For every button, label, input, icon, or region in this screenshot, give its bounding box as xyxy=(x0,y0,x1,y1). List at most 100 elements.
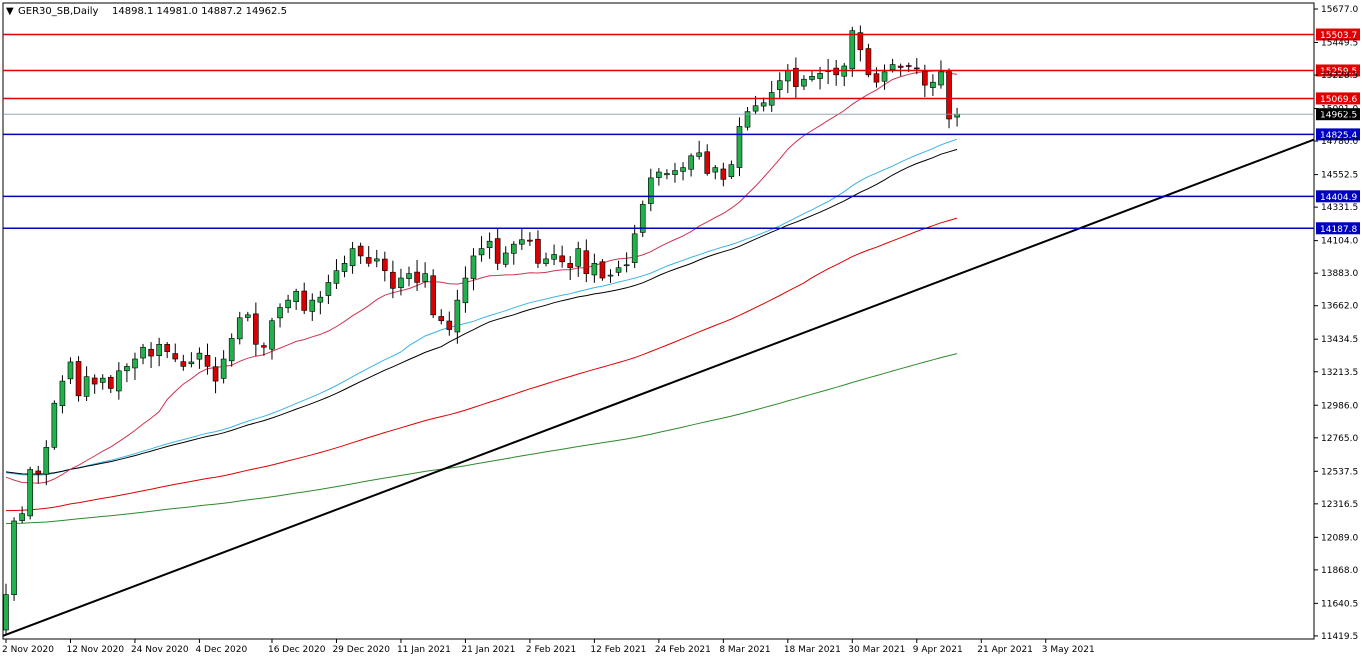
candle-bull xyxy=(333,270,340,284)
y-tick-label: 14331.5 xyxy=(1321,203,1358,213)
x-tick-label: 24 Nov 2020 xyxy=(131,645,189,655)
candle-bull xyxy=(325,282,332,296)
candle-bear xyxy=(583,250,590,274)
header-arrow-icon: ▼ xyxy=(6,6,14,17)
x-tick-label: 16 Dec 2020 xyxy=(268,645,326,655)
candle-bear xyxy=(107,376,114,389)
candle-bull xyxy=(99,377,106,383)
candle-bull xyxy=(309,299,316,312)
candle-bull xyxy=(744,111,751,128)
candle-bull xyxy=(930,81,936,88)
candle-bull xyxy=(680,167,686,172)
candle-bear xyxy=(567,263,574,269)
candle-bear xyxy=(164,344,170,352)
y-tick-label: 12537.5 xyxy=(1321,467,1358,477)
candle-bull xyxy=(116,370,122,392)
trendline-layer[interactable] xyxy=(2,138,1315,637)
candle-bull xyxy=(623,264,630,267)
trendline[interactable] xyxy=(2,138,1315,637)
level-tag-resistance xyxy=(1316,28,1360,41)
candle-bull xyxy=(51,402,58,448)
candle-bear xyxy=(527,239,533,242)
x-tick-label: 21 Apr 2021 xyxy=(977,645,1033,655)
candle-bull xyxy=(196,352,203,360)
candle-bull xyxy=(712,167,719,173)
candle-bull xyxy=(664,173,670,176)
candle-bull xyxy=(11,520,17,595)
candle-bull xyxy=(140,346,146,359)
candle-bull xyxy=(156,343,162,357)
candle-bull xyxy=(349,248,356,267)
candle-bull xyxy=(398,277,404,289)
y-tick-label: 13434.5 xyxy=(1321,335,1358,345)
candle-bull xyxy=(43,447,50,475)
x-tick-label: 3 May 2021 xyxy=(1042,645,1095,655)
candle-bull xyxy=(752,105,759,112)
candle-bear xyxy=(301,290,308,311)
time-axis[interactable]: 2 Nov 2020 12 Nov 2020 24 Nov 2020 4 Dec 20… xyxy=(2,639,1095,655)
candle-bull xyxy=(317,296,324,303)
candle-bull xyxy=(478,248,485,256)
candle-bull xyxy=(19,513,25,521)
candle-bull xyxy=(422,273,428,282)
candle-bull xyxy=(454,299,461,333)
candle-bear xyxy=(857,32,864,51)
ma-line-200 xyxy=(5,353,958,524)
candle-bull xyxy=(293,290,299,302)
y-tick-label: 14104.0 xyxy=(1321,237,1358,247)
y-tick-label: 15449.5 xyxy=(1321,38,1358,48)
ma-line-mid-blue xyxy=(5,138,958,476)
x-tick-label: 12 Nov 2020 xyxy=(66,645,124,655)
candle-bull xyxy=(124,366,130,372)
candle-bull xyxy=(277,307,283,319)
candle-bear xyxy=(793,67,799,87)
candle-bull xyxy=(269,320,275,350)
level-tag-resistance xyxy=(1316,92,1360,105)
y-tick-label: 15001.0 xyxy=(1321,105,1358,115)
ma-line-mid-black xyxy=(5,148,958,475)
candle-bull xyxy=(3,594,9,631)
candle-bull xyxy=(406,273,412,279)
candle-bull xyxy=(688,155,694,170)
candle-bear xyxy=(414,271,420,283)
candle-bear xyxy=(913,67,920,70)
candle-bull xyxy=(760,102,767,107)
candle-bull xyxy=(785,70,791,82)
x-tick-label: 21 Jan 2021 xyxy=(461,645,515,655)
horizontal-levels[interactable]: 15503.7 15259.5 15069.6 14962.5 14825.4 14404… xyxy=(3,28,1360,235)
candle-bull xyxy=(736,126,743,168)
level-tag-resistance xyxy=(1316,64,1360,77)
candle-bull xyxy=(245,314,251,318)
plot-frame xyxy=(2,2,1315,640)
candle-bull xyxy=(889,64,896,70)
candle-bear xyxy=(382,258,388,271)
candle-bear xyxy=(91,377,98,385)
ma-line-fast xyxy=(5,70,958,484)
candle-bull xyxy=(188,361,195,365)
level-tag-label: 15259.5 xyxy=(1320,67,1357,77)
y-tick-label: 14552.5 xyxy=(1321,171,1358,181)
moving-averages xyxy=(5,70,958,524)
candle-bull xyxy=(519,239,525,245)
x-tick-label: 30 Mar 2021 xyxy=(848,645,905,655)
price-axis[interactable]: 15677.0 15449.5 15228.5 15001.0 14780.0 14552… xyxy=(1314,5,1358,642)
candle-bear xyxy=(253,313,259,345)
chart-header: ▼ GER30_SB,Daily 14898.1 14981.0 14887.2… xyxy=(6,6,287,17)
x-tick-label: 29 Dec 2020 xyxy=(332,645,390,655)
level-tag-current xyxy=(1316,108,1360,121)
candle-bull xyxy=(236,317,243,340)
candle-bear xyxy=(261,345,267,348)
candle-bull xyxy=(510,243,517,254)
y-tick-label: 15228.5 xyxy=(1321,71,1358,81)
candle-bear xyxy=(212,366,219,382)
candle-bull xyxy=(817,73,823,79)
candle-bull xyxy=(220,358,227,379)
x-tick-label: 2 Nov 2020 xyxy=(2,645,54,655)
candle-bear xyxy=(148,348,154,357)
candle-bear xyxy=(922,71,928,86)
level-tag-label: 14962.5 xyxy=(1320,111,1357,121)
candle-bull xyxy=(132,358,138,369)
candle-bull xyxy=(728,164,735,177)
